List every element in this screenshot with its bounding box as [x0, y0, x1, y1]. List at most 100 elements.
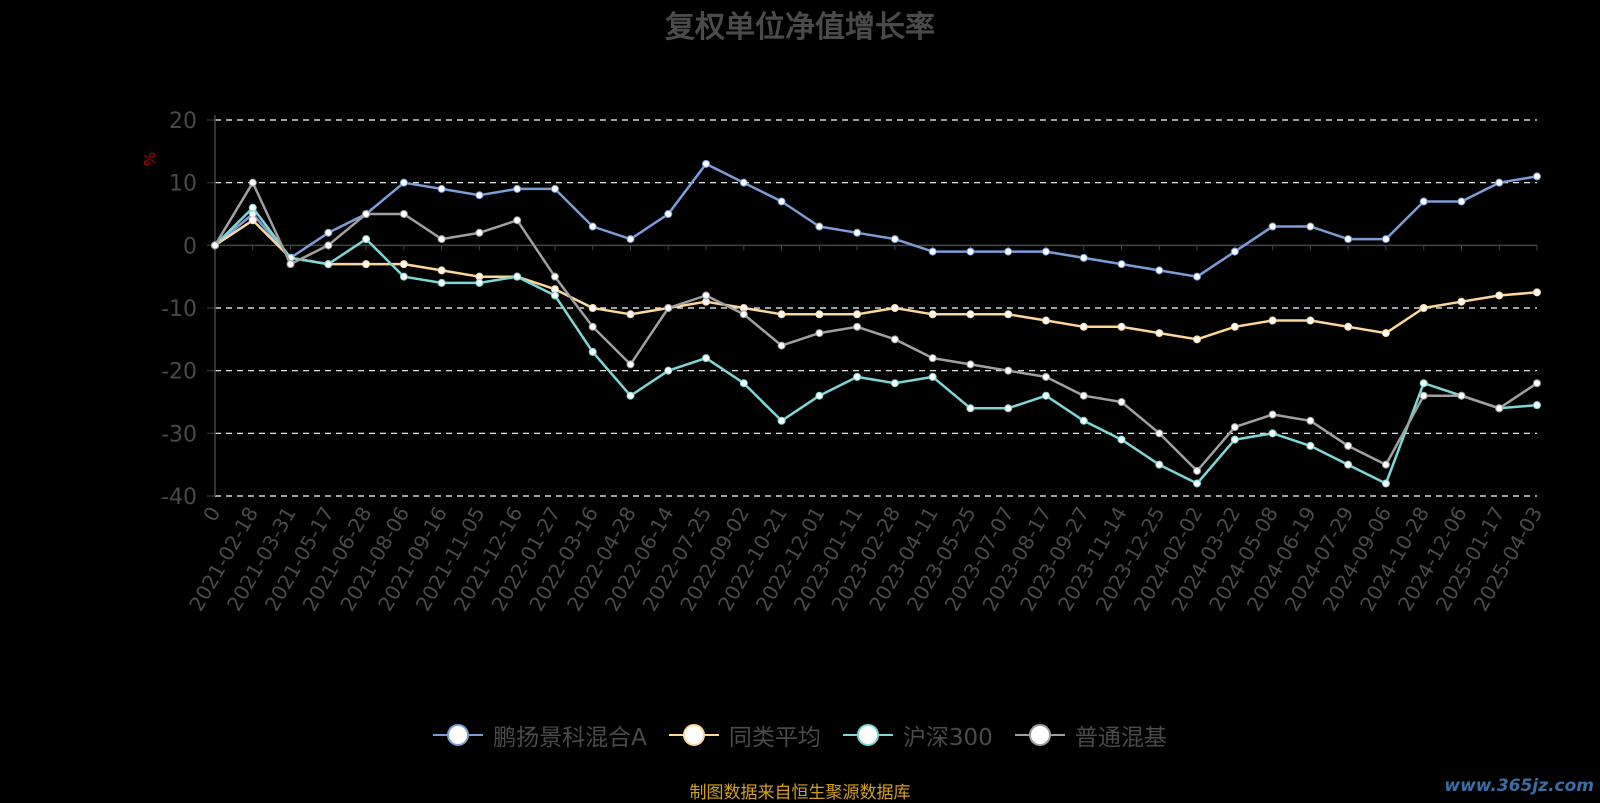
legend-item-0[interactable]: 鹏扬景科混合A: [433, 718, 647, 752]
data-point: [853, 228, 862, 237]
data-point: [1041, 316, 1050, 325]
y-tick-label: -10: [161, 297, 197, 322]
data-point: [739, 178, 748, 187]
data-point: [437, 184, 446, 193]
data-point: [928, 372, 937, 381]
data-point: [1533, 288, 1541, 297]
data-point: [966, 310, 975, 319]
data-point: [815, 329, 824, 338]
data-point: [1004, 310, 1013, 319]
legend: 鹏扬景科混合A 同类平均 沪深300 普通混基: [0, 718, 1600, 752]
series-line-1: [214, 219, 1538, 341]
data-point: [1004, 404, 1013, 413]
data-point: [248, 178, 257, 187]
data-point: [588, 222, 597, 231]
data-point: [1041, 372, 1050, 381]
data-point: [324, 241, 333, 250]
data-point: [399, 178, 408, 187]
data-point: [324, 260, 333, 269]
y-tick-label: -20: [161, 360, 197, 385]
data-point: [1419, 379, 1428, 388]
data-point: [1117, 398, 1126, 406]
data-point: [399, 272, 408, 281]
data-point: [362, 235, 371, 244]
data-point: [1495, 404, 1504, 413]
data-point: [1041, 247, 1050, 256]
data-point: [550, 291, 559, 300]
data-point: [475, 191, 484, 200]
legend-item-1[interactable]: 同类平均: [668, 718, 821, 752]
x-tick-label: 0: [198, 503, 225, 526]
data-point: [664, 304, 673, 312]
data-point: [739, 310, 748, 319]
data-point: [966, 404, 975, 413]
data-point: [890, 379, 899, 388]
legend-label-2: 沪深300: [902, 725, 993, 751]
data-point: [626, 391, 635, 400]
data-point: [1306, 441, 1315, 450]
data-point: [1381, 235, 1390, 244]
data-point: [1230, 247, 1239, 256]
chart-title: 复权单位净值增长率: [665, 10, 935, 45]
data-point: [1419, 197, 1428, 206]
data-point: [362, 260, 371, 269]
data-point: [513, 184, 522, 193]
data-point: [1419, 304, 1428, 312]
data-point: [966, 247, 975, 256]
legend-label-0: 鹏扬景科混合A: [493, 725, 647, 751]
data-point: [815, 391, 824, 400]
y-tick-label: 20: [169, 109, 197, 134]
data-point: [1117, 435, 1126, 444]
data-point: [702, 159, 711, 168]
data-point: [1079, 253, 1088, 262]
data-point: [1041, 391, 1050, 400]
data-point: [890, 335, 899, 344]
data-point: [777, 416, 786, 425]
legend-marker-2: [842, 724, 893, 746]
data-point: [437, 278, 446, 287]
data-point: [1117, 322, 1126, 331]
y-tick-label: -30: [161, 422, 197, 447]
data-point: [211, 241, 219, 250]
data-point: [248, 203, 257, 212]
data-point: [1193, 466, 1202, 475]
data-point: [664, 210, 673, 218]
data-point: [1079, 322, 1088, 331]
data-point: [702, 291, 711, 300]
data-point: [815, 310, 824, 319]
data-point: [1457, 391, 1466, 400]
data-point: [1155, 460, 1164, 469]
data-point: [1533, 379, 1541, 388]
data-point: [928, 310, 937, 319]
data-point: [626, 235, 635, 244]
data-point: [1533, 401, 1541, 410]
data-source-note: 制图数据来自恒生聚源数据库: [689, 783, 911, 803]
legend-item-2[interactable]: 沪深300: [842, 718, 993, 752]
data-point: [1230, 435, 1239, 444]
legend-item-3[interactable]: 普通混基: [1014, 718, 1167, 752]
data-point: [702, 354, 711, 363]
data-point: [664, 366, 673, 375]
y-tick-label: 0: [183, 234, 197, 259]
data-point: [588, 304, 597, 312]
data-point: [1268, 222, 1277, 231]
data-point: [399, 210, 408, 218]
data-point: [1230, 423, 1239, 432]
data-point: [1381, 460, 1390, 469]
data-point: [1117, 260, 1126, 269]
data-point: [1193, 335, 1202, 344]
series-line-3: [213, 181, 1538, 473]
data-point: [1381, 329, 1390, 338]
data-point: [1381, 479, 1390, 488]
data-point: [1079, 391, 1088, 400]
data-point: [1344, 460, 1353, 469]
data-point: [626, 360, 635, 369]
data-point: [588, 347, 597, 356]
data-point: [286, 260, 295, 269]
data-point: [1344, 322, 1353, 331]
series-line-0: [214, 162, 1538, 278]
data-point: [966, 360, 975, 369]
data-point: [1495, 291, 1504, 300]
data-point: [1155, 266, 1164, 275]
legend-marker-3: [1014, 724, 1065, 746]
